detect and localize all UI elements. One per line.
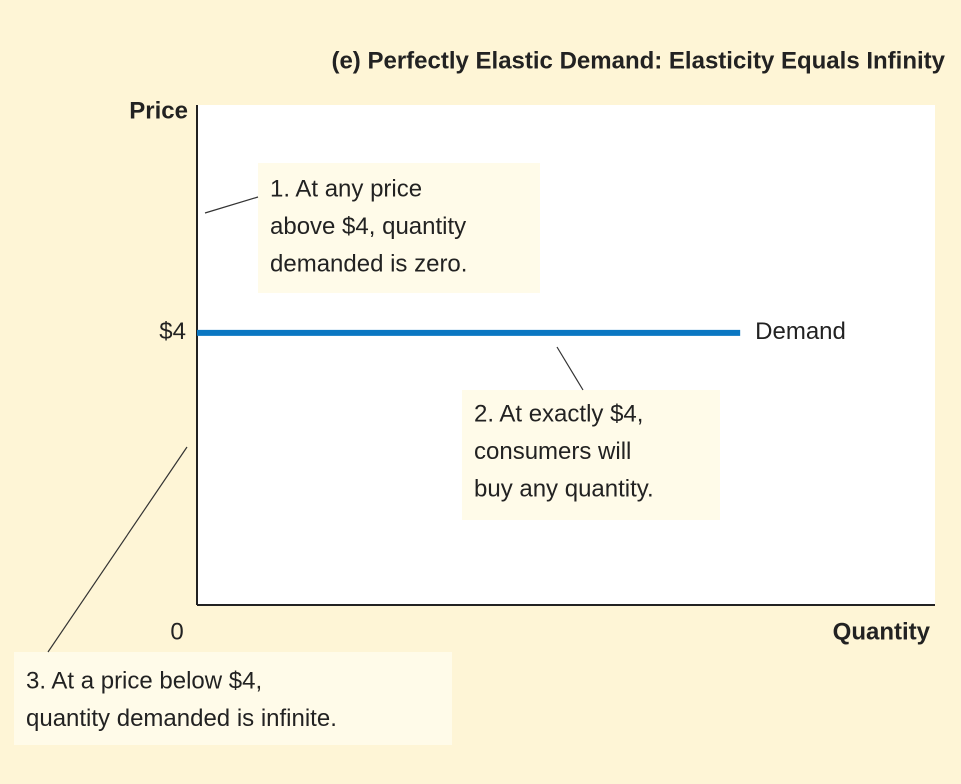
x-axis-label: Quantity (833, 618, 931, 645)
annotation: demanded is zero. (270, 250, 467, 277)
annotation: 1. At any price (270, 175, 422, 202)
x-tick-label: 0 (170, 618, 183, 645)
y-axis-label: Price (129, 97, 188, 124)
leader-line (204, 196, 259, 214)
annotation: above $4, quantity (270, 213, 466, 240)
annotation: 2. At exactly $4, (474, 400, 643, 427)
annotation-box (14, 652, 452, 745)
annotation-box (258, 163, 540, 293)
annotation: buy any quantity. (474, 475, 654, 502)
annotation: consumers will (474, 438, 631, 465)
y-tick-label: $4 (159, 318, 186, 345)
leader-line (556, 346, 584, 391)
series-label: Demand (755, 318, 846, 345)
leader-line (47, 446, 188, 653)
annotation: quantity demanded is infinite. (26, 705, 337, 732)
annotation: 3. At a price below $4, (26, 667, 262, 694)
chart-title: (e) Perfectly Elastic Demand: Elasticity… (331, 47, 945, 74)
annotation-box (462, 390, 720, 520)
